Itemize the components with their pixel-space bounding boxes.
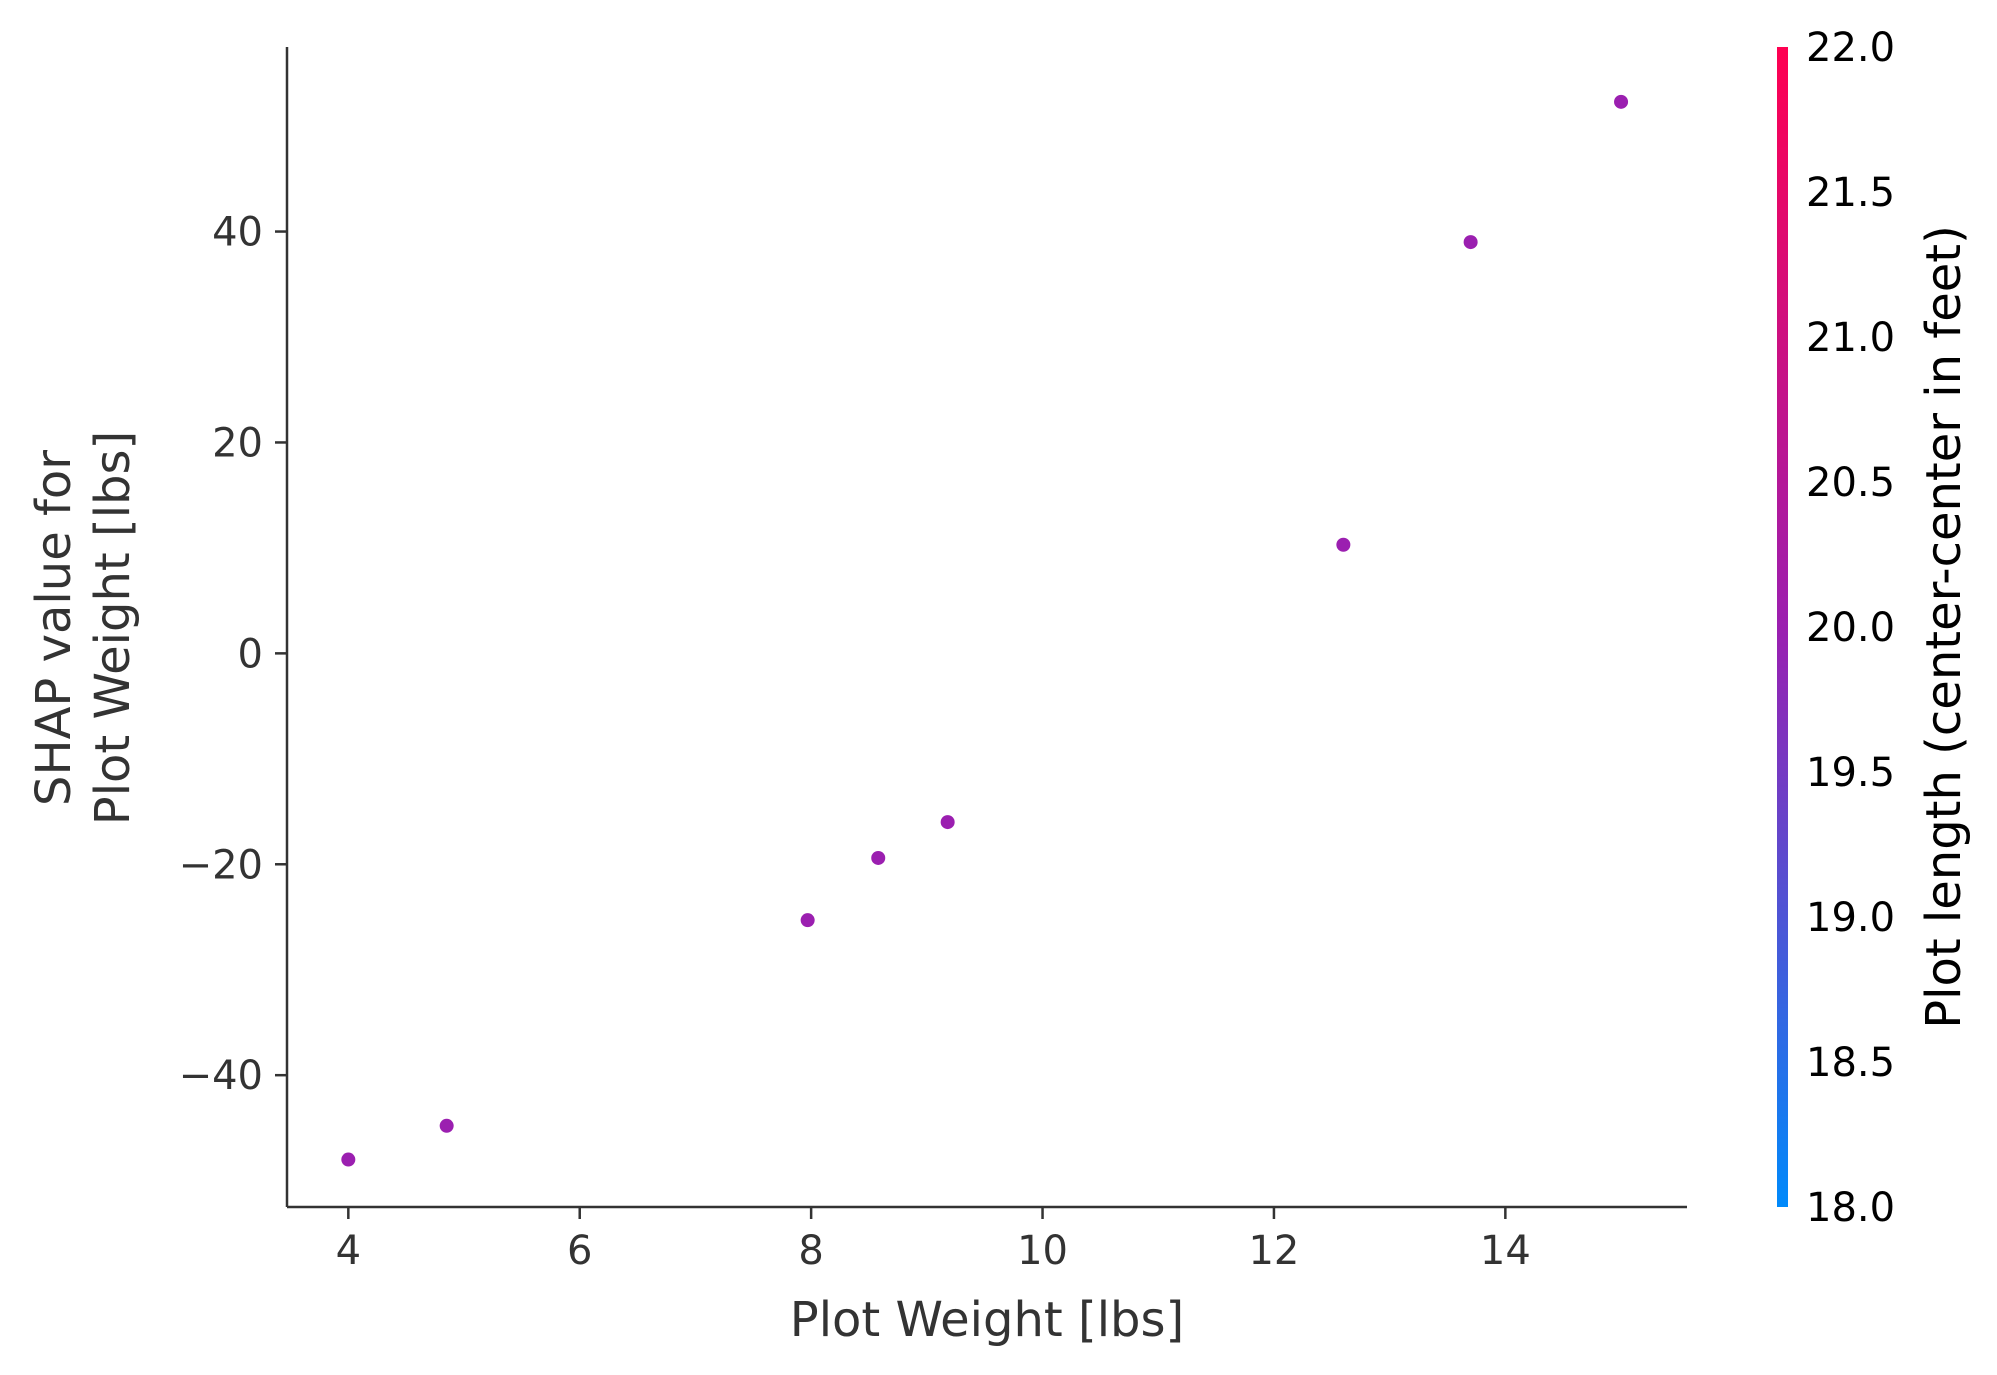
x-tick-label: 10 [1017, 1228, 1068, 1274]
y-tick-label: 0 [238, 631, 263, 677]
colorbar-tick-label: 20.0 [1806, 605, 1895, 651]
data-point [1463, 235, 1478, 250]
colorbar-label: Plot length (center-center in feet) [1916, 225, 1972, 1029]
colorbar-tick-label: 19.0 [1806, 895, 1895, 941]
data-point [800, 913, 815, 928]
x-tick-label: 6 [567, 1228, 592, 1274]
x-tick-label: 4 [336, 1228, 361, 1274]
data-point [1336, 537, 1351, 552]
colorbar-tick-label: 18.5 [1806, 1040, 1895, 1086]
y-axis-label-line-2: Plot Weight [lbs] [85, 431, 141, 825]
colorbar-tick-label: 18.0 [1806, 1185, 1895, 1231]
data-point [871, 850, 886, 865]
data-point [341, 1152, 356, 1167]
colorbar-tick-label: 21.0 [1806, 315, 1895, 361]
x-tick-label: 12 [1248, 1228, 1299, 1274]
colorbar-tick-label: 21.5 [1806, 170, 1895, 216]
colorbar-tick-label: 22.0 [1806, 25, 1895, 71]
colorbar-tick-label: 20.5 [1806, 460, 1895, 506]
y-tick-label: 20 [212, 420, 263, 466]
colorbar-tick-label: 19.5 [1806, 750, 1895, 796]
y-tick-label: 40 [212, 210, 263, 256]
x-axis-label: Plot Weight [lbs] [790, 1292, 1184, 1348]
y-tick-label: −20 [179, 842, 263, 888]
colorbar [1777, 47, 1788, 1207]
data-point [940, 815, 955, 830]
data-point [439, 1118, 454, 1133]
scatter-points [341, 94, 1629, 1167]
data-point [1614, 94, 1629, 109]
x-tick-label: 8 [798, 1228, 823, 1274]
y-axis-label-line-1: SHAP value for [26, 450, 82, 806]
x-tick-label: 14 [1480, 1228, 1531, 1274]
y-axis-ticks: −40 −20 0 20 40 [179, 210, 287, 1099]
x-axis-ticks: 4 6 8 10 12 14 [336, 1207, 1531, 1274]
colorbar-ticks: 18.0 18.5 19.0 19.5 20.0 20.5 21.0 21.5 22.0 [1806, 25, 1895, 1231]
y-tick-label: −40 [179, 1053, 263, 1099]
